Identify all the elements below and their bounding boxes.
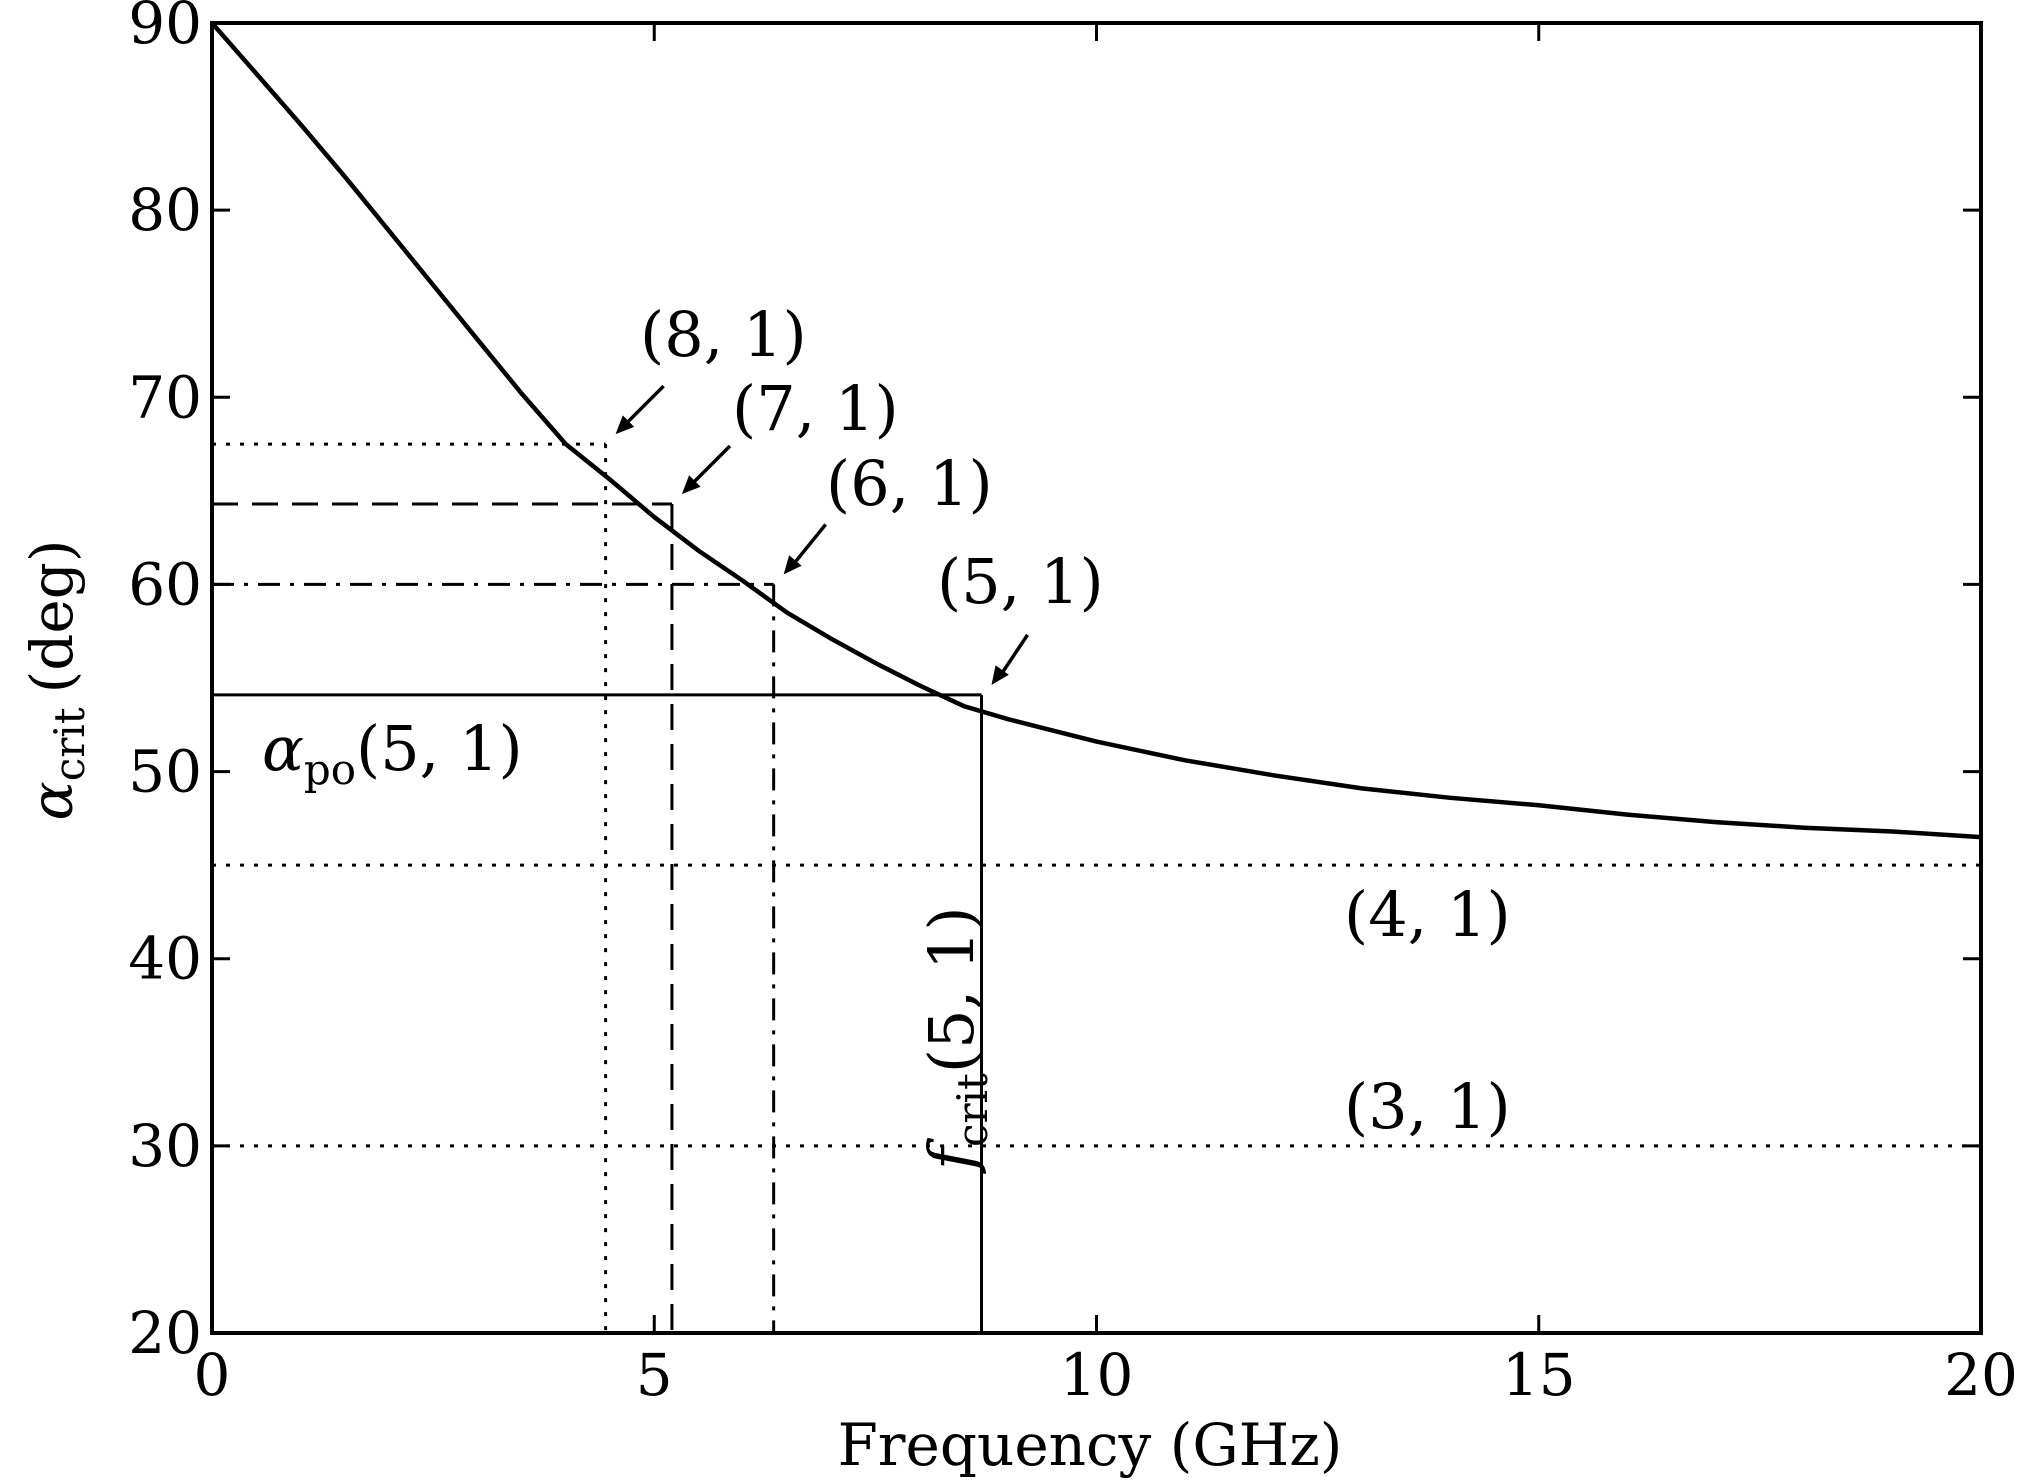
axis-ticks: 0 5 10 15 20 20 30 40 50 60 70 80 90: [128, 0, 2018, 1409]
reference-lines: [212, 442, 1981, 1333]
y-axis-unit: (deg): [18, 540, 86, 694]
label-mode-6-1: (6, 1): [826, 447, 993, 520]
y-tick-label: 20: [128, 1299, 202, 1367]
plot-frame: [210, 21, 1983, 1335]
x-tick-label: 20: [1944, 1341, 2018, 1409]
x-tick-label: 10: [1060, 1341, 1134, 1409]
y-tick-label: 40: [128, 925, 202, 993]
arrow-head: [783, 555, 802, 575]
y-tick-label: 50: [128, 738, 202, 806]
arrow-shaft: [790, 523, 828, 568]
f-crit-subscript: crit: [948, 1073, 997, 1147]
y-tick-label: 30: [128, 1112, 202, 1180]
arrow-head: [991, 665, 1009, 685]
alpha-crit-curve: [210, 21, 1982, 840]
label-mode-8-1: (8, 1): [640, 298, 807, 371]
label-mode-3-1: (3, 1): [1344, 1070, 1511, 1143]
alpha-po-subscript: po: [304, 745, 356, 794]
x-axis-label: Frequency (GHz): [838, 1411, 1343, 1479]
y-tick-label: 90: [128, 0, 202, 57]
label-mode-4-1: (4, 1): [1344, 878, 1511, 951]
y-axis-symbol: α: [18, 781, 86, 820]
alpha-po-symbol: α: [262, 712, 304, 785]
x-tick-label: 0: [194, 1341, 231, 1409]
label-mode-7-1: (7, 1): [732, 372, 899, 445]
y-tick-label: 80: [128, 176, 202, 244]
arrow-head: [615, 415, 635, 435]
y-axis-subscript: crit: [45, 707, 94, 781]
y-axis-label: αcrit (deg): [18, 540, 94, 821]
arrow-shaft: [688, 444, 732, 488]
annotation-arrows: [615, 384, 1029, 685]
label-f-crit: fcrit(5, 1): [915, 906, 997, 1174]
y-tick-label: 60: [128, 550, 202, 618]
y-tick-label: 70: [128, 363, 202, 431]
label-alpha-po: αpo(5, 1): [262, 712, 523, 794]
arrow-shaft: [622, 384, 665, 428]
arrow-shaft: [998, 633, 1029, 678]
alpha-po-args: (5, 1): [356, 712, 523, 785]
label-mode-5-1: (5, 1): [937, 545, 1104, 618]
f-crit-args: (5, 1): [915, 906, 988, 1073]
x-tick-label: 15: [1502, 1341, 1576, 1409]
x-tick-label: 5: [636, 1341, 673, 1409]
arrow-head: [681, 475, 701, 494]
